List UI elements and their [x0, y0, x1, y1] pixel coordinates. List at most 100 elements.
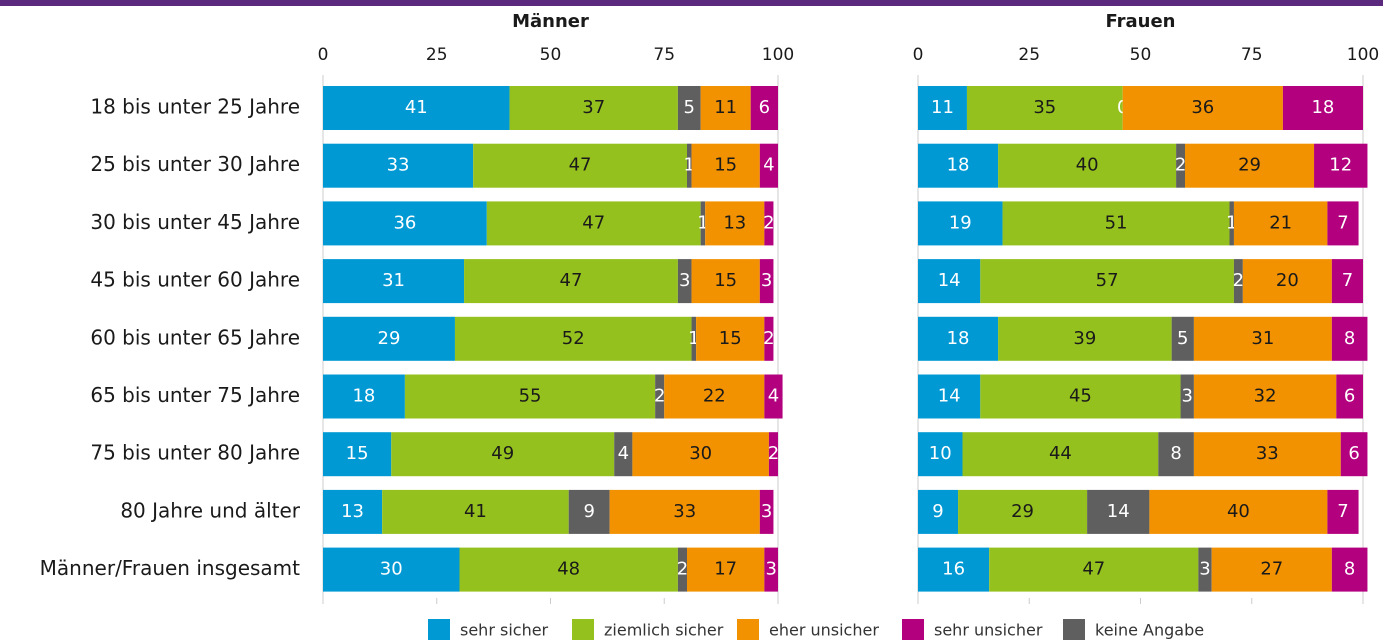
data-label: 17 — [714, 559, 737, 580]
bar-segment — [687, 547, 765, 592]
data-label: 15 — [714, 270, 737, 291]
data-label: 22 — [703, 386, 726, 407]
data-label: 18 — [1311, 97, 1334, 118]
x-tick-label: 100 — [1347, 45, 1379, 65]
data-label: 15 — [714, 155, 737, 176]
bar-segment — [1331, 259, 1363, 304]
data-label: 3 — [761, 501, 772, 522]
top-stripe — [0, 0, 1383, 6]
data-label: 3 — [1199, 559, 1210, 580]
data-label: 14 — [938, 386, 961, 407]
data-label: 40 — [1076, 155, 1099, 176]
bar-segment — [918, 201, 1003, 246]
legend-label: sehr unsicher — [934, 621, 1043, 640]
data-label: 44 — [1049, 443, 1072, 464]
data-label: 18 — [947, 155, 970, 176]
bar-segment — [1331, 547, 1368, 592]
bar-segment — [323, 432, 392, 477]
bar-segment — [1193, 316, 1332, 361]
data-label: 9 — [932, 501, 943, 522]
data-label: 47 — [560, 270, 583, 291]
x-tick-label: 75 — [653, 45, 675, 65]
category-label: 18 bis unter 25 Jahre — [90, 95, 300, 119]
data-label: 20 — [1276, 270, 1299, 291]
data-label: 2 — [763, 328, 774, 349]
bar-segment — [1211, 547, 1332, 592]
bar-segment — [1198, 547, 1212, 592]
data-label: 40 — [1227, 501, 1250, 522]
bar-segment — [980, 259, 1234, 304]
data-label: 36 — [1191, 97, 1214, 118]
data-label: 30 — [380, 559, 403, 580]
data-label: 6 — [1344, 386, 1355, 407]
bar-segment — [1327, 489, 1359, 534]
data-label: 35 — [1033, 97, 1056, 118]
bar-segment — [323, 86, 510, 130]
bar-segment — [700, 86, 751, 130]
data-label: 31 — [382, 270, 405, 291]
legend-label: keine Angabe — [1095, 621, 1204, 640]
bar-segment — [1229, 201, 1234, 246]
data-label: 33 — [1256, 443, 1279, 464]
data-label: 51 — [1105, 212, 1128, 233]
bar-segment — [1158, 432, 1194, 477]
data-label: 4 — [763, 155, 774, 176]
category-label: 30 bis unter 45 Jahre — [90, 210, 300, 234]
bar-segment — [918, 374, 981, 419]
bar-segment — [632, 432, 769, 477]
bar-segment — [989, 547, 1199, 592]
data-label: 2 — [768, 443, 779, 464]
bar-segment — [687, 143, 692, 188]
bar-segment — [1149, 489, 1328, 534]
bar-segment — [918, 489, 959, 534]
bar-segment — [764, 547, 778, 592]
x-tick-label: 50 — [1130, 45, 1152, 65]
data-label: 52 — [562, 328, 585, 349]
data-label: 16 — [942, 559, 965, 580]
data-label: 36 — [393, 212, 416, 233]
x-tick-label: 100 — [762, 45, 794, 65]
data-label: 27 — [1260, 559, 1283, 580]
bar-segment — [677, 86, 701, 130]
bar-segment — [958, 489, 1088, 534]
bar-segment — [1242, 259, 1332, 304]
data-label: 2 — [763, 212, 774, 233]
data-label: 3 — [679, 270, 690, 291]
bar-segment — [677, 547, 687, 592]
category-label: 60 bis unter 65 Jahre — [90, 325, 300, 349]
data-label: 47 — [582, 212, 605, 233]
category-label: Männer/Frauen insgesamt — [40, 556, 300, 580]
bar-segment — [764, 201, 774, 246]
bar-segment — [323, 489, 383, 534]
x-tick-label: 75 — [1241, 45, 1263, 65]
data-label: 2 — [1233, 270, 1244, 291]
data-label: 9 — [583, 501, 594, 522]
data-label: 55 — [519, 386, 542, 407]
data-label: 29 — [1011, 501, 1034, 522]
bar-segment — [759, 259, 774, 304]
data-label: 8 — [1170, 443, 1181, 464]
bar-segment — [1122, 86, 1283, 130]
data-label: 15 — [346, 443, 369, 464]
bar-segment — [918, 86, 967, 130]
data-label: 29 — [1238, 155, 1261, 176]
bar-segment — [1314, 143, 1368, 188]
bar-segment — [768, 432, 778, 477]
data-label: 47 — [569, 155, 592, 176]
bar-segment — [382, 489, 569, 534]
bar-segment — [918, 259, 981, 304]
data-label: 33 — [387, 155, 410, 176]
data-label: 2 — [654, 386, 665, 407]
bar-segment — [473, 143, 687, 188]
data-label: 15 — [719, 328, 742, 349]
data-label: 11 — [931, 97, 954, 118]
bar-segment — [1180, 374, 1194, 419]
x-tick-label: 0 — [318, 45, 329, 65]
bar-segment — [700, 201, 706, 246]
bar-segment — [323, 201, 487, 246]
data-label: 6 — [1348, 443, 1359, 464]
data-label: 10 — [929, 443, 952, 464]
bar-segment — [998, 316, 1172, 361]
legend-swatch — [572, 619, 594, 640]
data-label: 2 — [677, 559, 688, 580]
